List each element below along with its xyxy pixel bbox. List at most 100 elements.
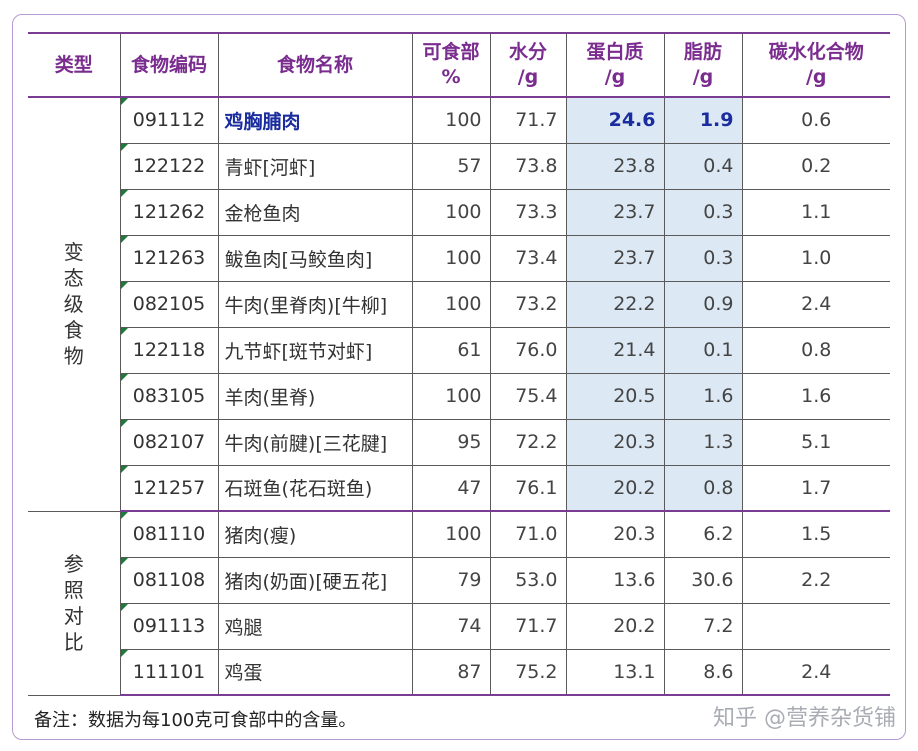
header-text: 类型 xyxy=(54,53,93,76)
food-name-cell: 金枪鱼肉 xyxy=(217,189,412,236)
table-row: 121263 鲅鱼肉[马鲛鱼肉] 100 73.4 23.7 0.3 1.0 xyxy=(28,235,890,282)
edible-cell: 74 xyxy=(411,603,490,650)
fat-cell: 6.2 xyxy=(663,511,742,558)
fat-cell: 30.6 xyxy=(663,557,742,604)
fat-cell: 0.9 xyxy=(663,281,742,328)
carb-cell: 0.6 xyxy=(741,97,890,144)
nutrition-table: 类型 食物编码 食物名称 可食部% 水分/g 蛋白质/g 脂肪/g 碳水化合物/g 变态级食物… xyxy=(28,32,890,696)
header-text: 碳水化合物 xyxy=(768,41,864,63)
protein-cell: 22.2 xyxy=(565,281,664,328)
table-row: 111101 鸡蛋 87 75.2 13.1 8.6 2.4 xyxy=(28,649,890,696)
protein-cell: 21.4 xyxy=(565,327,664,374)
water-cell: 75.4 xyxy=(489,373,566,420)
fat-cell: 0.3 xyxy=(663,189,742,236)
edible-cell: 61 xyxy=(411,327,490,374)
water-cell: 76.0 xyxy=(489,327,566,374)
protein-cell: 20.2 xyxy=(565,603,664,650)
carb-cell: 1.7 xyxy=(741,465,890,512)
table-row: 091113 鸡腿 74 71.7 20.2 7.2 xyxy=(28,603,890,650)
header-water: 水分/g xyxy=(489,32,566,98)
carb-cell: 0.2 xyxy=(741,143,890,190)
table-row: 变态级食物 091112 鸡胸脯肉 100 71.7 24.6 1.9 0.6 xyxy=(28,97,890,512)
food-name-cell: 鸡蛋 xyxy=(217,649,412,696)
protein-cell: 23.8 xyxy=(565,143,664,190)
header-text: 食物名称 xyxy=(276,53,353,76)
food-code-cell: 091112 xyxy=(119,97,218,144)
table-row: 122118 九节虾[斑节对虾] 61 76.0 21.4 0.1 0.8 xyxy=(28,327,890,374)
protein-cell: 24.6 xyxy=(565,97,664,144)
fat-cell: 1.3 xyxy=(663,419,742,466)
header-row: 类型 食物编码 食物名称 可食部% 水分/g 蛋白质/g 脂肪/g 碳水化合物/g xyxy=(28,32,890,98)
header-text: 水分 xyxy=(508,41,547,63)
carb-cell: 1.6 xyxy=(741,373,890,420)
fat-cell: 8.6 xyxy=(663,649,742,696)
water-cell: 73.8 xyxy=(489,143,566,190)
edible-cell: 100 xyxy=(411,235,490,282)
footnote: 备注：数据为每100克可食部中的含量。 xyxy=(34,710,357,731)
carb-cell: 2.4 xyxy=(741,281,890,328)
header-text: 蛋白质 xyxy=(586,41,644,63)
edible-cell: 100 xyxy=(411,281,490,328)
edible-cell: 100 xyxy=(411,97,490,144)
water-cell: 73.2 xyxy=(489,281,566,328)
table-row: 121262 金枪鱼肉 100 73.3 23.7 0.3 1.1 xyxy=(28,189,890,236)
group-label-text: 参照对比 xyxy=(63,552,84,654)
food-code-cell: 121263 xyxy=(119,235,218,282)
food-name-cell: 羊肉(里脊) xyxy=(217,373,412,420)
food-name-cell: 牛肉(里脊肉)[牛柳] xyxy=(217,281,412,328)
edible-cell: 100 xyxy=(411,373,490,420)
fat-cell: 1.6 xyxy=(663,373,742,420)
header-text: % xyxy=(441,66,461,88)
water-cell: 72.2 xyxy=(489,419,566,466)
header-edible: 可食部% xyxy=(411,32,490,98)
water-cell: 71.7 xyxy=(489,603,566,650)
carb-cell: 2.2 xyxy=(741,557,890,604)
header-text: /g xyxy=(805,66,827,88)
food-name-cell: 石斑鱼(花石斑鱼) xyxy=(217,465,412,512)
edible-cell: 57 xyxy=(411,143,490,190)
header-text: /g xyxy=(517,66,539,88)
carb-cell: 2.4 xyxy=(741,649,890,696)
edible-cell: 47 xyxy=(411,465,490,512)
food-name-cell: 鸡腿 xyxy=(217,603,412,650)
food-name-cell: 猪肉(瘦) xyxy=(217,511,412,558)
water-cell: 53.0 xyxy=(489,557,566,604)
food-code-cell: 121262 xyxy=(119,189,218,236)
water-cell: 76.1 xyxy=(489,465,566,512)
table-row: 121257 石斑鱼(花石斑鱼) 47 76.1 20.2 0.8 1.7 xyxy=(28,465,890,512)
water-cell: 71.7 xyxy=(489,97,566,144)
protein-cell: 23.7 xyxy=(565,235,664,282)
water-cell: 73.4 xyxy=(489,235,566,282)
table-row: 122122 青虾[河虾] 57 73.8 23.8 0.4 0.2 xyxy=(28,143,890,190)
water-cell: 75.2 xyxy=(489,649,566,696)
fat-cell: 0.4 xyxy=(663,143,742,190)
carb-cell: 5.1 xyxy=(741,419,890,466)
watermark: 知乎 @营养杂货铺 xyxy=(713,706,896,731)
header-text: /g xyxy=(692,66,714,88)
group-label-text: 变态级食物 xyxy=(63,240,84,369)
food-code-cell: 121257 xyxy=(119,465,218,512)
food-code-cell: 081108 xyxy=(119,557,218,604)
food-name-cell: 九节虾[斑节对虾] xyxy=(217,327,412,374)
food-code-cell: 122118 xyxy=(119,327,218,374)
table-row: 082107 牛肉(前腱)[三花腱] 95 72.2 20.3 1.3 5.1 xyxy=(28,419,890,466)
food-name-cell: 猪肉(奶面)[硬五花] xyxy=(217,557,412,604)
carb-cell: 1.0 xyxy=(741,235,890,282)
header-text: 食物编码 xyxy=(130,53,207,76)
protein-cell: 20.3 xyxy=(565,419,664,466)
header-text: 脂肪 xyxy=(683,41,722,63)
header-type: 类型 xyxy=(28,32,120,98)
carb-cell: 1.1 xyxy=(741,189,890,236)
protein-cell: 20.3 xyxy=(565,511,664,558)
fat-cell: 1.9 xyxy=(663,97,742,144)
food-code-cell: 122122 xyxy=(119,143,218,190)
food-code-cell: 081110 xyxy=(119,511,218,558)
group-label: 参照对比 xyxy=(28,511,120,696)
fat-cell: 7.2 xyxy=(663,603,742,650)
food-name-cell: 鸡胸脯肉 xyxy=(217,97,412,144)
fat-cell: 0.1 xyxy=(663,327,742,374)
header-carb: 碳水化合物/g xyxy=(741,32,890,98)
table-row: 参照对比 081110 猪肉(瘦) 100 71.0 20.3 6.2 1.5 xyxy=(28,511,890,696)
food-name-cell: 鲅鱼肉[马鲛鱼肉] xyxy=(217,235,412,282)
table-row: 082105 牛肉(里脊肉)[牛柳] 100 73.2 22.2 0.9 2.4 xyxy=(28,281,890,328)
